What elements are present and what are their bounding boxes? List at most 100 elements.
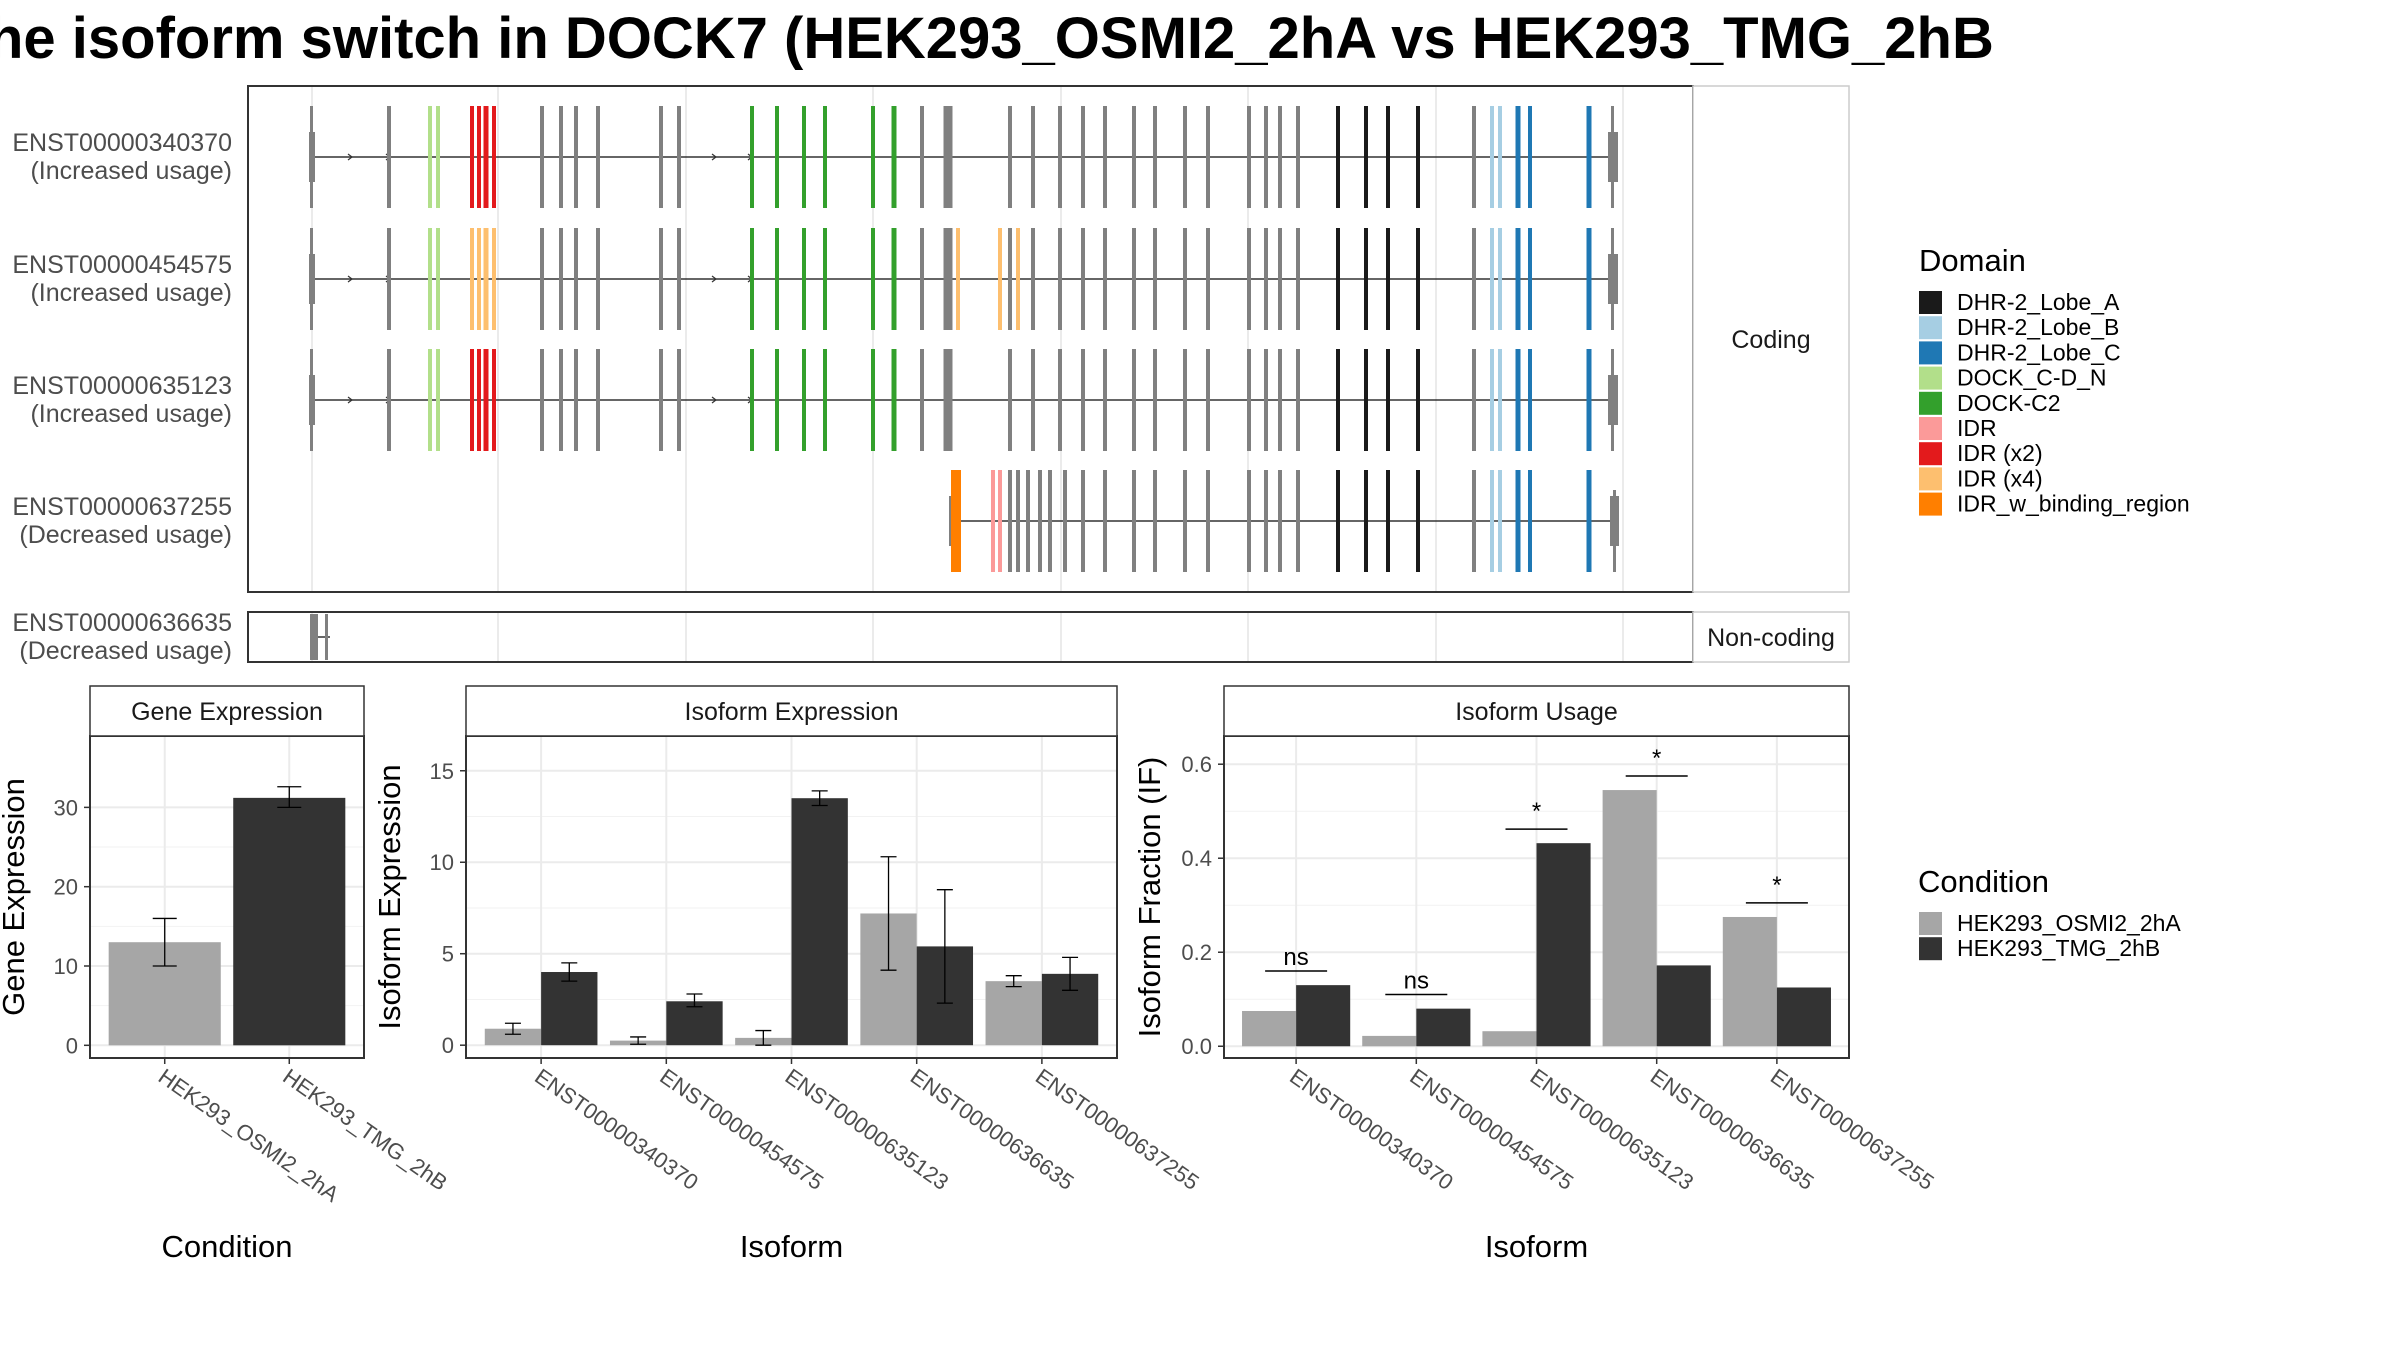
exon-block <box>871 106 875 208</box>
exon-block <box>1153 349 1157 451</box>
exon-block <box>1031 228 1035 330</box>
exon-block <box>477 228 481 330</box>
panel-strip <box>89 685 365 737</box>
significance-label: ns <box>1404 968 1429 995</box>
exon-block <box>1264 470 1268 572</box>
strip-noncoding-box <box>1692 611 1850 663</box>
exon-block <box>436 228 440 330</box>
exon-block <box>428 106 432 208</box>
exon-block <box>574 228 578 330</box>
exon-block <box>492 106 496 208</box>
exon-block <box>1515 349 1521 451</box>
exon-block <box>559 106 563 208</box>
bar <box>1482 1031 1537 1047</box>
exon-block <box>1081 106 1085 208</box>
bar <box>1656 965 1711 1047</box>
noncoding-panel <box>247 611 1694 663</box>
exon-block <box>951 470 961 572</box>
domain-legend-swatch <box>1919 366 1942 390</box>
exon-block <box>574 349 578 451</box>
exon-block <box>1364 349 1368 451</box>
exon-block <box>1336 349 1340 451</box>
exon-block <box>1386 228 1390 330</box>
exon-block <box>1132 228 1136 330</box>
exon-block <box>1264 349 1268 451</box>
exon-block <box>1528 470 1532 572</box>
bar <box>1602 790 1657 1047</box>
exon-block <box>1586 106 1592 208</box>
domain-legend-label: DHR-2_Lobe_A <box>1957 289 2120 315</box>
exon-block <box>1416 106 1420 208</box>
exon-block <box>310 106 313 208</box>
exon-block <box>1081 228 1085 330</box>
exon-block <box>1031 349 1035 451</box>
exon-block <box>1103 470 1107 572</box>
y-tick-label: 0.6 <box>1181 752 1212 777</box>
panel-strip <box>465 685 1118 737</box>
exon-block <box>775 349 779 451</box>
domain-legend-label: IDR <box>1957 415 1997 441</box>
bar <box>1296 985 1351 1047</box>
domain-legend-label: IDR_w_binding_region <box>1957 491 2190 517</box>
exon-block <box>596 349 600 451</box>
exon-block <box>1008 228 1012 330</box>
x-axis-title: Condition <box>162 1229 293 1264</box>
exon-block <box>1048 470 1052 572</box>
domain-legend-label: DOCK-C2 <box>1957 390 2061 416</box>
transcript-id-label: ENST00000636635 <box>12 609 232 637</box>
exon-block <box>1132 349 1136 451</box>
exon-block <box>1336 228 1340 330</box>
exon-block <box>1528 349 1532 451</box>
exon-block <box>1386 106 1390 208</box>
bar <box>233 797 346 1046</box>
domain-legend-swatch <box>1919 492 1942 516</box>
domain-legend-label: IDR (x4) <box>1957 465 2043 491</box>
exon-block <box>483 228 489 330</box>
exon-block <box>1296 228 1300 330</box>
exon-block <box>1247 106 1251 208</box>
exon-block <box>310 349 313 451</box>
exon-block <box>1472 470 1476 572</box>
exon-block <box>1472 106 1476 208</box>
exon-block <box>1278 470 1282 572</box>
exon-block <box>920 106 924 208</box>
x-axis-title: Isoform <box>1485 1229 1588 1264</box>
bar <box>666 1001 723 1046</box>
y-axis-title: Gene Expression <box>0 778 31 1016</box>
significance-label: * <box>1652 745 1661 772</box>
exon-block <box>1386 470 1390 572</box>
strand-arrow <box>347 396 353 404</box>
exon-block <box>891 228 897 330</box>
exon-block <box>477 106 481 208</box>
exon-block <box>596 228 600 330</box>
exon-block <box>1296 349 1300 451</box>
exon-block <box>1515 228 1521 330</box>
exon-block <box>677 106 681 208</box>
exon-block <box>823 228 827 330</box>
bar <box>985 981 1042 1046</box>
exon-block <box>1611 228 1614 330</box>
panel-title: Isoform Expression <box>685 698 899 726</box>
exon-block <box>1528 106 1532 208</box>
exon-block <box>574 106 578 208</box>
transcript-structure-plot: CodingNon-codingENST00000340370(Increase… <box>12 85 1850 665</box>
exon-block <box>1081 470 1085 572</box>
exon-block <box>1132 470 1136 572</box>
exon-block <box>659 349 663 451</box>
panel-title: Isoform Usage <box>1455 698 1618 726</box>
exon-block <box>596 106 600 208</box>
exon-block <box>1026 470 1030 572</box>
panel-title: Gene Expression <box>131 698 323 726</box>
y-tick-label: 0.4 <box>1181 846 1212 871</box>
exon-block <box>310 614 318 660</box>
condition-legend-swatch <box>1919 912 1942 935</box>
figure-title: he isoform switch in DOCK7 (HEK293_OSMI2… <box>0 6 1994 71</box>
exon-block <box>677 228 681 330</box>
significance-label: * <box>1772 872 1781 899</box>
transcript-usage-label: (Decreased usage) <box>19 637 232 665</box>
domain-legend-swatch <box>1919 417 1942 440</box>
exon-block <box>470 228 474 330</box>
exon-block <box>483 349 489 451</box>
exon-block <box>1296 106 1300 208</box>
exon-block <box>1183 349 1187 451</box>
